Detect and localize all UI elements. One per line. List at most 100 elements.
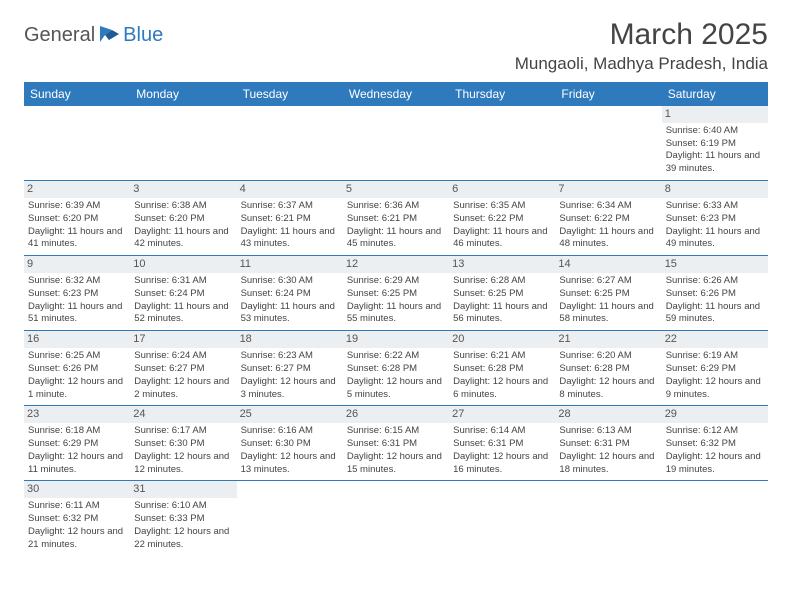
- day-number: 22: [662, 331, 768, 348]
- sunset-text: Sunset: 6:21 PM: [347, 213, 445, 226]
- calendar-cell: [662, 481, 768, 556]
- sunset-text: Sunset: 6:27 PM: [241, 363, 339, 376]
- sunset-text: Sunset: 6:25 PM: [453, 288, 551, 301]
- sunrise-text: Sunrise: 6:14 AM: [453, 425, 551, 438]
- calendar-cell: 7Sunrise: 6:34 AMSunset: 6:22 PMDaylight…: [555, 181, 661, 256]
- calendar-cell: 4Sunrise: 6:37 AMSunset: 6:21 PMDaylight…: [237, 181, 343, 256]
- sunset-text: Sunset: 6:33 PM: [134, 513, 232, 526]
- calendar-cell: 10Sunrise: 6:31 AMSunset: 6:24 PMDayligh…: [130, 256, 236, 331]
- daylight-text: Daylight: 11 hours and 39 minutes.: [666, 150, 764, 176]
- sunset-text: Sunset: 6:31 PM: [559, 438, 657, 451]
- calendar-cell: 23Sunrise: 6:18 AMSunset: 6:29 PMDayligh…: [24, 406, 130, 481]
- sunset-text: Sunset: 6:24 PM: [134, 288, 232, 301]
- sunrise-text: Sunrise: 6:32 AM: [28, 275, 126, 288]
- daylight-text: Daylight: 12 hours and 6 minutes.: [453, 376, 551, 402]
- sunset-text: Sunset: 6:30 PM: [241, 438, 339, 451]
- daylight-text: Daylight: 11 hours and 48 minutes.: [559, 226, 657, 252]
- day-number: 27: [449, 406, 555, 423]
- sunrise-text: Sunrise: 6:10 AM: [134, 500, 232, 513]
- sunset-text: Sunset: 6:31 PM: [347, 438, 445, 451]
- sunrise-text: Sunrise: 6:40 AM: [666, 125, 764, 138]
- sunrise-text: Sunrise: 6:38 AM: [134, 200, 232, 213]
- sunset-text: Sunset: 6:27 PM: [134, 363, 232, 376]
- sunset-text: Sunset: 6:32 PM: [28, 513, 126, 526]
- sunrise-text: Sunrise: 6:36 AM: [347, 200, 445, 213]
- day-number: 3: [130, 181, 236, 198]
- calendar-cell: [449, 106, 555, 181]
- day-number: 2: [24, 181, 130, 198]
- day-number: 23: [24, 406, 130, 423]
- day-header: Tuesday: [237, 82, 343, 106]
- daylight-text: Daylight: 11 hours and 53 minutes.: [241, 301, 339, 327]
- calendar-cell: 5Sunrise: 6:36 AMSunset: 6:21 PMDaylight…: [343, 181, 449, 256]
- day-number: 9: [24, 256, 130, 273]
- month-title: March 2025: [515, 18, 768, 52]
- day-number: 16: [24, 331, 130, 348]
- day-number: 4: [237, 181, 343, 198]
- sunrise-text: Sunrise: 6:22 AM: [347, 350, 445, 363]
- sunset-text: Sunset: 6:26 PM: [28, 363, 126, 376]
- day-number: 31: [130, 481, 236, 498]
- daylight-text: Daylight: 11 hours and 51 minutes.: [28, 301, 126, 327]
- sunrise-text: Sunrise: 6:35 AM: [453, 200, 551, 213]
- calendar-cell: [555, 106, 661, 181]
- sunset-text: Sunset: 6:29 PM: [28, 438, 126, 451]
- daylight-text: Daylight: 12 hours and 1 minute.: [28, 376, 126, 402]
- calendar-cell: 19Sunrise: 6:22 AMSunset: 6:28 PMDayligh…: [343, 331, 449, 406]
- daylight-text: Daylight: 12 hours and 22 minutes.: [134, 526, 232, 552]
- calendar-cell: 27Sunrise: 6:14 AMSunset: 6:31 PMDayligh…: [449, 406, 555, 481]
- sunset-text: Sunset: 6:20 PM: [28, 213, 126, 226]
- calendar-table: Sunday Monday Tuesday Wednesday Thursday…: [24, 82, 768, 556]
- calendar-cell: 1Sunrise: 6:40 AMSunset: 6:19 PMDaylight…: [662, 106, 768, 181]
- sunset-text: Sunset: 6:24 PM: [241, 288, 339, 301]
- calendar-cell: 31 Sunrise: 6:10 AMSunset: 6:33 PMDayligh…: [130, 481, 236, 556]
- calendar-cell: [343, 106, 449, 181]
- sunrise-text: Sunrise: 6:28 AM: [453, 275, 551, 288]
- calendar-cell: 8Sunrise: 6:33 AMSunset: 6:23 PMDaylight…: [662, 181, 768, 256]
- sunrise-text: Sunrise: 6:26 AM: [666, 275, 764, 288]
- calendar-cell: 26Sunrise: 6:15 AMSunset: 6:31 PMDayligh…: [343, 406, 449, 481]
- sunset-text: Sunset: 6:20 PM: [134, 213, 232, 226]
- logo: General Blue: [24, 24, 163, 47]
- sunset-text: Sunset: 6:32 PM: [666, 438, 764, 451]
- calendar-cell: [555, 481, 661, 556]
- calendar-cell: 17Sunrise: 6:24 AMSunset: 6:27 PMDayligh…: [130, 331, 236, 406]
- sunrise-text: Sunrise: 6:37 AM: [241, 200, 339, 213]
- sunrise-text: Sunrise: 6:24 AM: [134, 350, 232, 363]
- calendar-cell: [24, 106, 130, 181]
- sunset-text: Sunset: 6:28 PM: [347, 363, 445, 376]
- sunrise-text: Sunrise: 6:39 AM: [28, 200, 126, 213]
- daylight-text: Daylight: 11 hours and 56 minutes.: [453, 301, 551, 327]
- daylight-text: Daylight: 12 hours and 12 minutes.: [134, 451, 232, 477]
- calendar-cell: 28Sunrise: 6:13 AMSunset: 6:31 PMDayligh…: [555, 406, 661, 481]
- flag-icon: [99, 25, 121, 43]
- day-number: 26: [343, 406, 449, 423]
- sunrise-text: Sunrise: 6:34 AM: [559, 200, 657, 213]
- day-number: 18: [237, 331, 343, 348]
- day-header: Sunday: [24, 82, 130, 106]
- sunrise-text: Sunrise: 6:17 AM: [134, 425, 232, 438]
- header: General Blue March 2025 Mungaoli, Madhya…: [24, 18, 768, 74]
- day-number: 5: [343, 181, 449, 198]
- calendar-cell: [449, 481, 555, 556]
- sunrise-text: Sunrise: 6:29 AM: [347, 275, 445, 288]
- daylight-text: Daylight: 12 hours and 18 minutes.: [559, 451, 657, 477]
- calendar-cell: 21Sunrise: 6:20 AMSunset: 6:28 PMDayligh…: [555, 331, 661, 406]
- sunset-text: Sunset: 6:29 PM: [666, 363, 764, 376]
- day-number: 30: [24, 481, 130, 498]
- calendar-cell: [343, 481, 449, 556]
- day-header-row: Sunday Monday Tuesday Wednesday Thursday…: [24, 82, 768, 106]
- sunrise-text: Sunrise: 6:11 AM: [28, 500, 126, 513]
- daylight-text: Daylight: 12 hours and 3 minutes.: [241, 376, 339, 402]
- daylight-text: Daylight: 12 hours and 5 minutes.: [347, 376, 445, 402]
- calendar-row: 9Sunrise: 6:32 AMSunset: 6:23 PMDaylight…: [24, 256, 768, 331]
- sunrise-text: Sunrise: 6:16 AM: [241, 425, 339, 438]
- sunset-text: Sunset: 6:25 PM: [559, 288, 657, 301]
- sunset-text: Sunset: 6:31 PM: [453, 438, 551, 451]
- calendar-row: 16Sunrise: 6:25 AMSunset: 6:26 PMDayligh…: [24, 331, 768, 406]
- day-number: 8: [662, 181, 768, 198]
- daylight-text: Daylight: 12 hours and 21 minutes.: [28, 526, 126, 552]
- day-number: 7: [555, 181, 661, 198]
- daylight-text: Daylight: 11 hours and 55 minutes.: [347, 301, 445, 327]
- calendar-cell: [237, 481, 343, 556]
